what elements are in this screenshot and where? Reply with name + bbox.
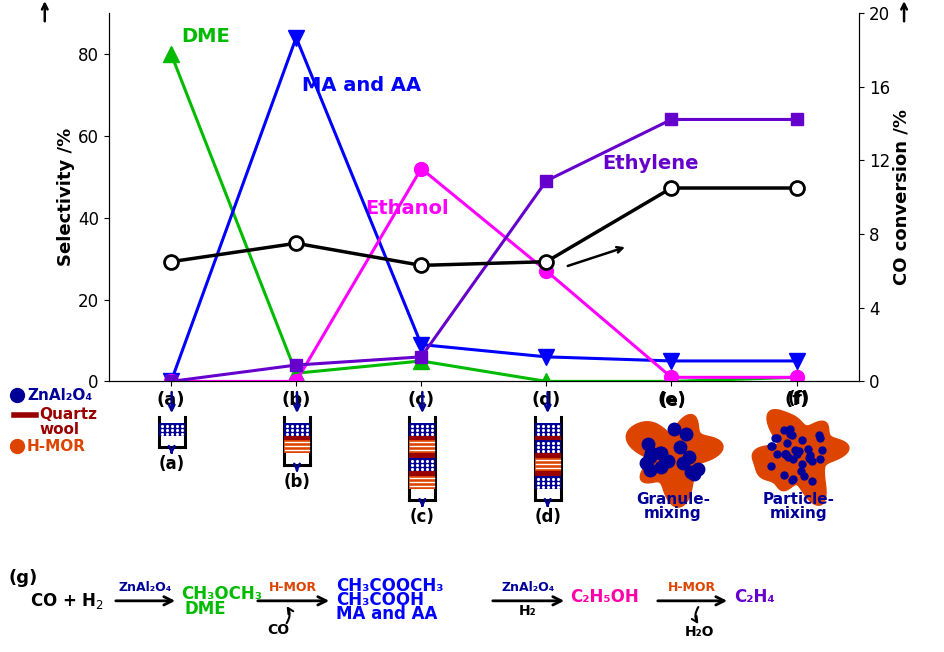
Text: Ethanol: Ethanol: [365, 199, 448, 218]
Text: (c): (c): [410, 508, 435, 526]
Bar: [410, 458, 435, 471]
Text: Particle-: Particle-: [763, 492, 834, 507]
Bar: [284, 441, 310, 453]
Text: DME: DME: [184, 600, 226, 617]
Bar: [410, 453, 435, 458]
Text: (b): (b): [283, 473, 311, 491]
Bar: [534, 458, 561, 471]
Text: CH₃COOCH₃: CH₃COOCH₃: [336, 577, 444, 595]
Text: H-MOR: H-MOR: [668, 581, 716, 594]
Polygon shape: [626, 415, 723, 507]
Text: mixing: mixing: [644, 506, 701, 521]
Text: H₂: H₂: [519, 604, 537, 617]
Text: CO: CO: [267, 623, 289, 637]
Bar: [410, 476, 435, 488]
Text: CH₃OCH₃: CH₃OCH₃: [181, 585, 262, 603]
Text: MA and AA: MA and AA: [302, 76, 422, 95]
Text: (e): (e): [660, 392, 686, 410]
Text: (a): (a): [159, 455, 185, 473]
Text: MA and AA: MA and AA: [336, 604, 437, 623]
Text: H-MOR: H-MOR: [269, 581, 317, 594]
Text: wool: wool: [39, 422, 79, 437]
Text: H₂O: H₂O: [685, 625, 715, 639]
Bar: [534, 441, 561, 453]
Text: ZnAl₂O₄: ZnAl₂O₄: [501, 581, 555, 594]
Text: Ethylene: Ethylene: [602, 154, 700, 173]
Text: (g): (g): [8, 569, 37, 587]
Y-axis label: CO conversion /%: CO conversion /%: [893, 110, 911, 285]
Text: Quartz: Quartz: [39, 408, 97, 422]
Text: H-MOR: H-MOR: [27, 439, 86, 454]
Bar: [410, 436, 435, 441]
Bar: [159, 422, 185, 436]
Polygon shape: [752, 409, 849, 505]
Bar: [410, 422, 435, 436]
Bar: [534, 476, 561, 488]
Bar: [284, 436, 310, 441]
Text: mixing: mixing: [769, 506, 827, 521]
Text: ZnAl₂O₄: ZnAl₂O₄: [118, 581, 172, 594]
Bar: [410, 471, 435, 476]
Bar: [534, 436, 561, 441]
Text: (d): (d): [534, 508, 561, 526]
Bar: [410, 441, 435, 453]
Text: CO + H$_2$: CO + H$_2$: [30, 591, 104, 611]
Bar: [534, 471, 561, 476]
Text: C₂H₅OH: C₂H₅OH: [570, 588, 639, 606]
Bar: [534, 453, 561, 458]
Bar: [534, 422, 561, 436]
Text: C₂H₄: C₂H₄: [734, 588, 775, 606]
Y-axis label: Selectivity /%: Selectivity /%: [57, 128, 75, 267]
Text: CH₃COOH: CH₃COOH: [336, 591, 424, 609]
Text: (f): (f): [787, 390, 809, 408]
Text: ZnAl₂O₄: ZnAl₂O₄: [27, 388, 93, 403]
Text: DME: DME: [181, 27, 229, 46]
Text: Granule-: Granule-: [636, 492, 710, 507]
Bar: [284, 422, 310, 436]
